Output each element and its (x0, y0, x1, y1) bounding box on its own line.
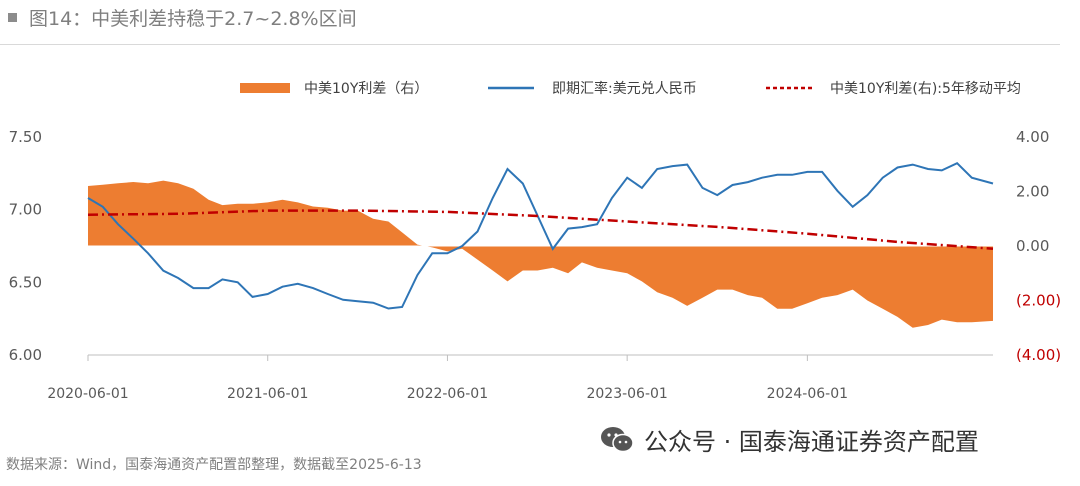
y-right-tick-label: (2.00) (1016, 292, 1061, 310)
y-left-tick-label: 7.50 (9, 128, 42, 146)
x-tick-label: 2021-06-01 (227, 386, 308, 402)
x-tick-label: 2022-06-01 (407, 386, 488, 402)
source-note: 数据来源：Wind，国泰海通资产配置部整理，数据截至2025-6-13 (6, 457, 422, 473)
brand-watermark: 公众号 · 国泰海通证券资产配置 (600, 422, 979, 457)
y-right-tick-label: 4.00 (1016, 128, 1049, 146)
x-tick-label: 2020-06-01 (47, 386, 128, 402)
y-left-tick-label: 7.00 (9, 201, 42, 219)
title-bullet (8, 13, 17, 22)
spread-area (88, 180, 993, 328)
legend-swatch-area (240, 83, 290, 93)
y-left-tick-label: 6.00 (9, 346, 42, 364)
y-right-tick-label: 2.00 (1016, 183, 1049, 201)
figure-title-row: 图14：中美利差持稳于2.7~2.8%区间 (8, 4, 357, 31)
y-right-tick-label: 0.00 (1016, 237, 1049, 255)
x-tick-label: 2024-06-01 (767, 386, 848, 402)
x-tick-label: 2023-06-01 (586, 386, 667, 402)
y-left-tick-label: 6.50 (9, 273, 42, 291)
y-right-tick-label: (4.00) (1016, 346, 1061, 364)
figure-title: 图14：中美利差持稳于2.7~2.8%区间 (29, 8, 357, 30)
title-divider (0, 44, 1060, 45)
brand-text: 公众号 · 国泰海通证券资产配置 (644, 428, 979, 456)
wechat-icon (601, 426, 634, 452)
moving-average-line (87, 209, 994, 250)
legend-label: 即期汇率:美元兑人民币 (552, 80, 697, 97)
legend-label: 中美10Y利差(右):5年移动平均 (830, 81, 1021, 97)
legend-label: 中美10Y利差（右） (304, 81, 428, 97)
